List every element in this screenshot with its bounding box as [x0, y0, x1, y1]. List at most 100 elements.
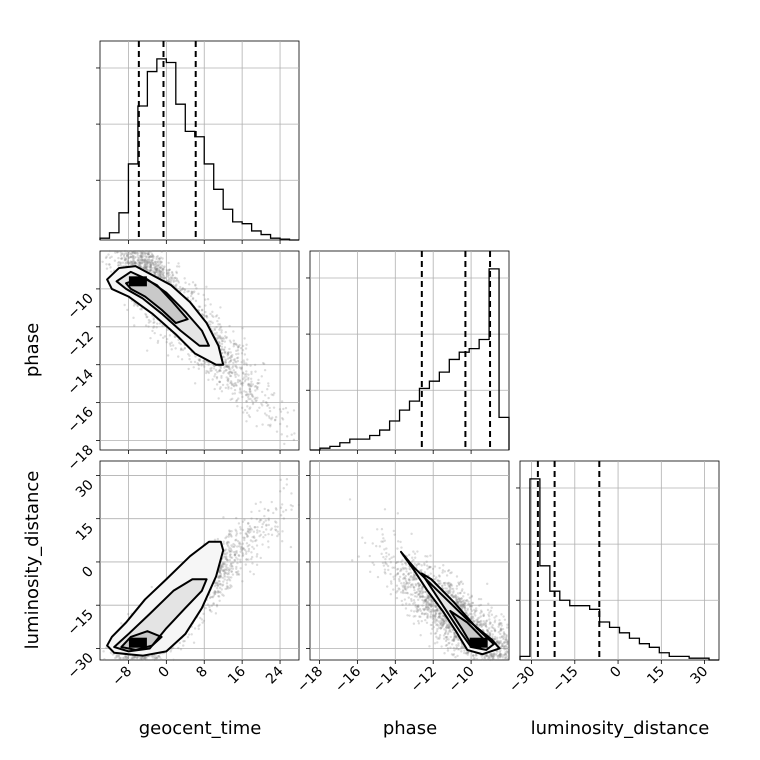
sample-point — [167, 268, 171, 272]
sample-point — [221, 383, 225, 387]
sample-point — [126, 308, 129, 312]
sample-point — [152, 269, 155, 272]
sample-point — [121, 657, 125, 660]
sample-point — [171, 274, 174, 278]
sample-point — [122, 253, 126, 257]
sample-point — [243, 390, 246, 393]
sample-point — [159, 270, 162, 273]
sample-point — [147, 253, 150, 256]
sample-point — [105, 255, 108, 258]
sample-point — [162, 267, 165, 271]
sample-point — [218, 369, 221, 372]
sample-point — [129, 255, 133, 259]
sample-point — [154, 267, 157, 270]
sample-point — [143, 252, 146, 255]
sample-point — [125, 251, 128, 255]
sample-point — [227, 380, 230, 383]
x-tick-label: 0 — [607, 664, 625, 682]
x-tick-label: −15 — [549, 664, 581, 696]
sample-point — [228, 356, 231, 360]
sample-point — [412, 599, 416, 602]
sample-point — [126, 261, 129, 264]
sample-point — [133, 261, 136, 264]
sample-point — [245, 542, 249, 545]
sample-point — [126, 612, 130, 616]
sample-point — [148, 255, 151, 259]
sample-point — [145, 261, 148, 264]
sample-point — [157, 261, 160, 264]
sample-point — [239, 528, 243, 531]
sample-point — [155, 261, 159, 264]
x-tick-label: 0 — [156, 664, 174, 682]
sample-point — [135, 250, 139, 254]
sample-point — [207, 371, 211, 375]
sample-point — [241, 580, 244, 583]
sample-point — [159, 333, 162, 337]
sample-point — [248, 387, 252, 391]
sample-point — [139, 657, 142, 660]
sample-point — [175, 265, 179, 268]
sample-point — [272, 393, 275, 397]
sample-point — [256, 529, 259, 532]
sample-point — [144, 312, 147, 316]
sample-point — [134, 261, 137, 264]
sample-point — [154, 262, 157, 265]
sample-point — [233, 392, 237, 395]
sample-point — [238, 391, 241, 394]
sample-point — [225, 553, 228, 556]
sample-point — [133, 251, 137, 254]
sample-point — [253, 363, 257, 367]
sample-point — [266, 404, 269, 408]
sample-point — [197, 367, 201, 370]
sample-point — [234, 361, 238, 364]
sample-point — [192, 291, 195, 294]
sample-point — [141, 258, 145, 262]
sample-point — [169, 344, 172, 347]
sample-point — [183, 288, 187, 292]
sample-point — [120, 257, 123, 260]
sample-point — [237, 397, 240, 400]
sample-point — [243, 548, 247, 552]
sample-point — [104, 256, 108, 260]
sample-point — [131, 256, 135, 260]
sample-point — [152, 326, 155, 329]
sample-point — [130, 262, 133, 266]
sample-point — [157, 272, 160, 276]
sample-point — [256, 553, 259, 556]
sample-point — [226, 365, 229, 368]
sample-point — [228, 558, 232, 562]
sample-point — [157, 264, 160, 268]
sample-point — [279, 478, 282, 482]
sample-point — [217, 579, 220, 583]
sample-point — [213, 387, 216, 391]
sample-point — [235, 366, 239, 369]
sample-point — [141, 256, 144, 260]
sample-point — [280, 433, 283, 436]
sample-point — [237, 345, 240, 349]
sample-point — [249, 397, 252, 401]
sample-point — [158, 260, 162, 263]
sample-point — [286, 411, 289, 414]
sample-point — [235, 565, 238, 569]
sample-point — [258, 509, 261, 513]
sample-point — [149, 260, 152, 263]
sample-point — [166, 272, 169, 275]
sample-point — [235, 573, 239, 576]
histogram-step — [99, 58, 299, 241]
sample-point — [149, 265, 152, 269]
sample-point — [160, 260, 163, 264]
sample-point — [191, 296, 195, 300]
sample-point — [237, 352, 240, 356]
sample-point — [117, 264, 120, 267]
sample-point — [230, 371, 234, 375]
sample-point — [234, 570, 238, 574]
sample-point — [232, 550, 236, 554]
sample-point — [233, 360, 237, 363]
sample-point — [151, 262, 154, 266]
sample-point — [417, 598, 420, 602]
sample-point — [205, 314, 208, 318]
sample-point — [124, 257, 128, 260]
sample-point — [223, 360, 226, 364]
sample-point — [175, 270, 178, 274]
sample-point — [267, 403, 270, 407]
